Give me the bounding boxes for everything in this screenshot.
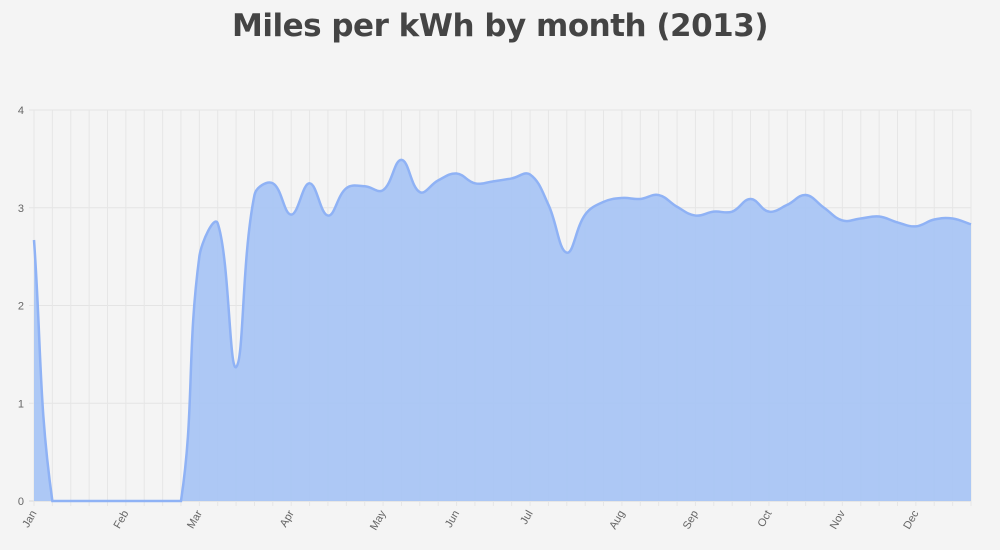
x-tick-label: Jul [518, 509, 535, 527]
series-line [32, 158, 972, 503]
y-tick-label: 3 [18, 203, 24, 215]
x-tick-label: Mar [185, 508, 205, 531]
series-area [32, 158, 972, 503]
area-fill [34, 159, 971, 501]
x-tick-label: Jan [20, 509, 39, 530]
x-tick-label: Nov [828, 508, 848, 531]
y-tick-label: 0 [18, 496, 24, 508]
x-tick-label: Sep [681, 509, 701, 532]
x-tick-label: Jun [443, 509, 462, 530]
y-tick-label: 1 [18, 398, 24, 410]
x-axis: Jan Feb Mar Apr May Jun Jul Aug Sep Oct Nov Dec [20, 508, 921, 532]
y-tick-label: 4 [18, 105, 24, 117]
y-axis: 0 1 2 3 4 [18, 105, 24, 508]
x-tick-label: Dec [901, 508, 921, 531]
chart-title: Miles per kWh by month (2013) [232, 8, 769, 44]
x-tick-label: Aug [607, 509, 627, 532]
x-tick-label: Feb [112, 509, 132, 531]
x-tick-label: May [368, 508, 389, 532]
x-tick-label: Apr [278, 508, 297, 529]
x-tick-label: Oct [756, 509, 775, 530]
y-tick-label: 2 [18, 301, 24, 313]
